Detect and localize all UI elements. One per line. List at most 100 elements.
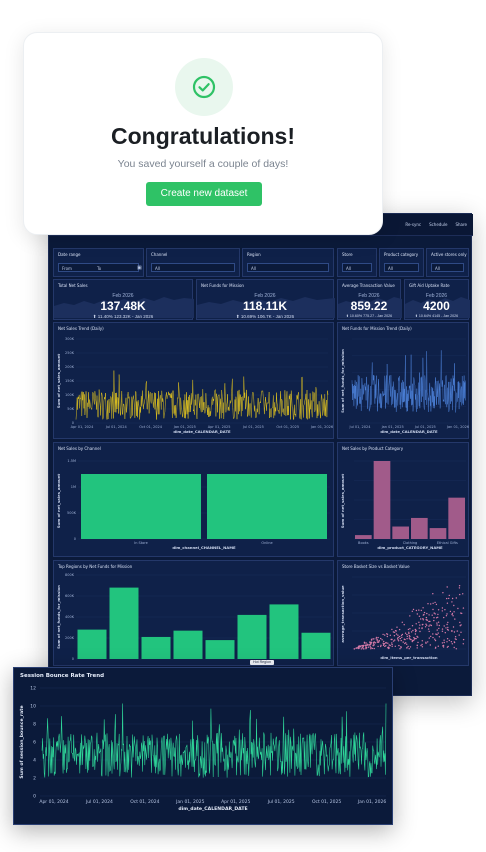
scatter-point xyxy=(365,646,367,648)
scatter-point xyxy=(410,638,412,641)
scatter-point xyxy=(365,642,367,644)
chart-title: Store Basket Size vs Basket Value xyxy=(342,564,410,569)
kpi-date: Feb 2026 xyxy=(425,293,448,299)
card-subtitle: You saved yourself a couple of days! xyxy=(117,158,289,170)
scatter-point xyxy=(462,607,465,609)
scatter-point xyxy=(452,615,454,617)
scatter-point xyxy=(391,643,393,646)
scatter-point xyxy=(384,634,386,636)
scatter-point xyxy=(421,627,423,630)
scatter-point xyxy=(416,613,418,615)
filter-label: Product category xyxy=(384,252,419,257)
bar-chart[interactable]: Sum of net_funds_for_mission 0 200K 400K 600… xyxy=(54,569,335,666)
scatter-point xyxy=(434,601,436,604)
y-axis-label: Sum of session_bounce_rate xyxy=(19,705,25,778)
scatter-point xyxy=(451,601,453,603)
scatter-point xyxy=(395,633,398,635)
scatter-point xyxy=(458,587,461,589)
line-chart[interactable]: Sum of session_bounce_rate 0 2 4 6 8 10 12 Apr 0… xyxy=(14,680,394,826)
y-tick-label: 1M xyxy=(71,485,76,489)
scatter-point xyxy=(428,630,430,633)
scatter-point xyxy=(437,609,440,611)
bar xyxy=(77,629,107,659)
chart-tooltip: Hot Region xyxy=(250,660,274,665)
line-chart[interactable]: Sum of net_funds_for_mission Jul 01, 2024… xyxy=(338,331,470,439)
scatter-point xyxy=(416,647,418,649)
scatter-point xyxy=(446,641,448,643)
scatter-point xyxy=(409,646,412,648)
scatter-point xyxy=(411,610,413,612)
scatter-point xyxy=(366,644,368,647)
y-tick-label: 400K xyxy=(65,615,75,619)
scatter-point xyxy=(445,627,447,629)
kpi-delta: ⬆ 10.64% 4145 - Jan 2026 xyxy=(405,314,468,318)
scatter-point xyxy=(444,632,446,634)
bar-online xyxy=(207,474,327,539)
kpi-value: 859.22 xyxy=(350,299,388,313)
scatter-point xyxy=(397,634,399,636)
date-range-input[interactable]: From To ▣ xyxy=(58,263,142,272)
scatter-point xyxy=(390,638,392,641)
scatter-point xyxy=(380,644,382,646)
scatter-point xyxy=(421,646,424,648)
x-axis-label: dim_date_CALENDAR_DATE xyxy=(178,806,247,812)
scatter-point xyxy=(422,623,424,626)
x-tick-label: Clothing xyxy=(403,541,418,545)
y-tick-label: 0 xyxy=(72,657,74,661)
scatter-point xyxy=(418,609,420,611)
scatter-point xyxy=(432,608,434,611)
bar-chart[interactable]: Sum of net_sales_amount Books Clothing Ethi… xyxy=(338,451,470,557)
scatter-point xyxy=(452,626,455,628)
scatter-point xyxy=(438,636,441,638)
create-new-dataset-button[interactable]: Create new dataset xyxy=(146,182,262,206)
scatter-point xyxy=(373,643,375,645)
scatter-point xyxy=(411,625,414,627)
scatter-point xyxy=(370,638,373,640)
scatter-point xyxy=(433,619,435,622)
schedule-button[interactable]: Schedule xyxy=(429,222,448,227)
kpi-net-funds: Net Funds for Mission Feb 2026 118.11K ⬆… xyxy=(196,279,335,320)
share-button[interactable]: Share xyxy=(455,222,467,227)
chart-title: Top Regions by Net Funds for Mission xyxy=(58,564,133,569)
scatter-point xyxy=(411,640,413,643)
kpi-delta-text: 10.69% 106.7K - Jan 2026 xyxy=(240,314,295,319)
product-category-select[interactable]: All xyxy=(384,263,419,272)
scatter-point xyxy=(429,620,431,623)
channel-select[interactable]: All xyxy=(151,263,235,272)
series-line xyxy=(351,350,467,413)
scatter-point xyxy=(370,648,372,650)
region-select[interactable]: All xyxy=(247,263,329,272)
scatter-point xyxy=(425,641,427,643)
active-stores-select[interactable]: All xyxy=(431,263,464,272)
scatter-point xyxy=(425,623,427,625)
scatter-point xyxy=(434,613,436,615)
bar-chart[interactable]: Sum of net_sales_amount 0 500K 1M 1.5M In Sto… xyxy=(54,451,335,557)
scatter-point xyxy=(443,625,445,627)
x-tick-label: Ethical Gifts xyxy=(437,541,458,545)
y-tick-label: 200K xyxy=(65,636,75,640)
scatter-point xyxy=(428,625,430,627)
y-tick-label: 250K xyxy=(65,351,75,355)
arrow-up-icon: ⬆ xyxy=(414,314,419,318)
scatter-point xyxy=(370,643,372,645)
scatter-point xyxy=(444,609,446,611)
scatter-point xyxy=(453,641,456,644)
kpi-delta-text: 11.40% 123.32K - Jan 2026 xyxy=(97,314,154,319)
scatter-point xyxy=(446,638,449,640)
scatter-point xyxy=(384,645,386,648)
store-select[interactable]: All xyxy=(342,263,372,272)
resync-button[interactable]: Re-sync xyxy=(405,222,422,227)
scatter-point xyxy=(380,645,382,648)
bar xyxy=(373,461,391,539)
scatter-point xyxy=(355,647,357,649)
scatter-point xyxy=(441,628,444,630)
y-tick-label: 500K xyxy=(67,511,77,515)
calendar-icon: ▣ xyxy=(137,265,142,271)
scatter-point xyxy=(400,646,402,649)
line-chart[interactable]: Sum of net_sales_amount 0 50K 100K 150K 200K 2… xyxy=(54,331,335,439)
scatter-point xyxy=(453,646,455,649)
scatter-point xyxy=(446,597,448,600)
scatter-chart[interactable]: average_transaction_value dim_items_per_t… xyxy=(338,569,470,666)
chart-basket-size: Store Basket Size vs Basket Value averag… xyxy=(337,560,469,666)
scatter-point xyxy=(365,647,368,649)
